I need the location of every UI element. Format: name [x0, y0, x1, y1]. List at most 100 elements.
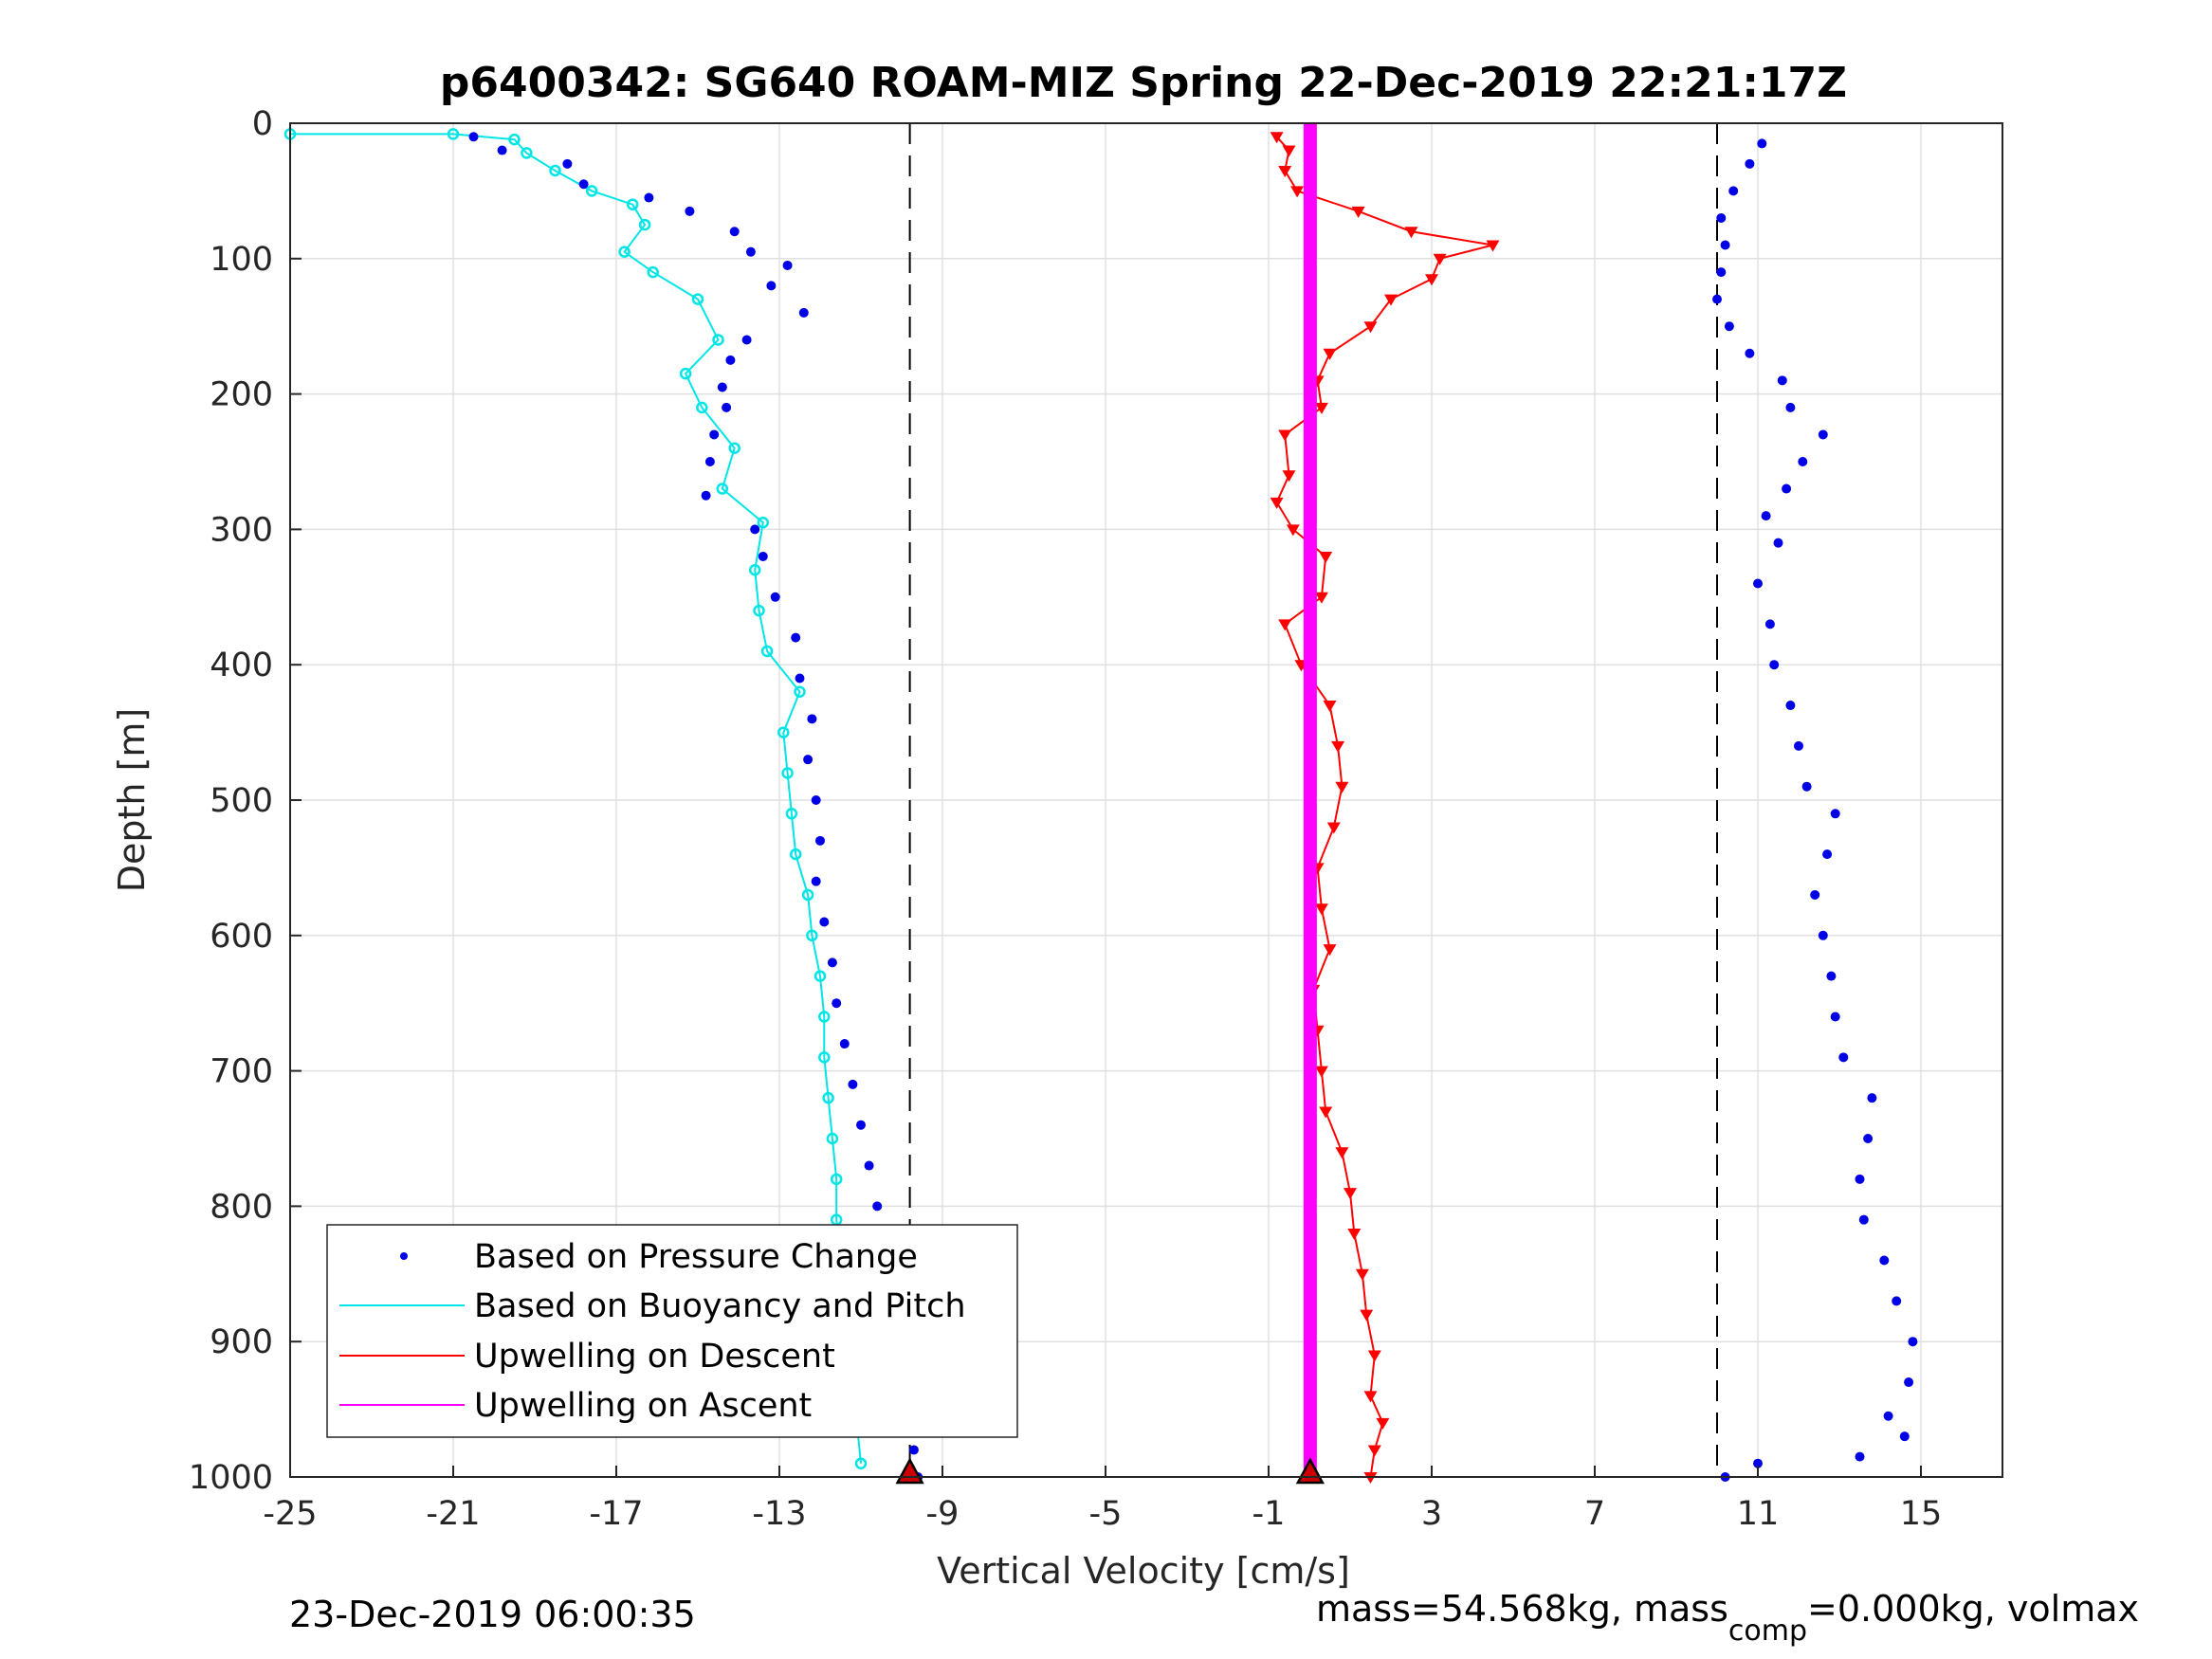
pressure-point [819, 917, 830, 927]
pressure-point [811, 876, 821, 886]
pressure-point [578, 179, 589, 190]
apogee-marker [895, 1457, 924, 1485]
descent-upwelling-point [1282, 145, 1296, 157]
pressure-point [1879, 1255, 1890, 1266]
pressure-point [701, 490, 711, 501]
legend-item-buoyancy: Based on Buoyancy and Pitch [339, 1287, 966, 1325]
pressure-point [725, 355, 736, 365]
y-tick-label: 400 [210, 647, 273, 684]
footer-mass-sub: comp [1728, 1614, 1807, 1648]
buoyancy-point [696, 401, 708, 414]
descent-upwelling-point [1363, 1391, 1378, 1403]
legend-item-ascent: Upwelling on Ascent [339, 1387, 812, 1425]
legend-label-buoyancy: Based on Buoyancy and Pitch [474, 1287, 966, 1325]
buoyancy-point [549, 164, 561, 177]
footer-timestamp: 23-Dec-2019 06:00:35 [289, 1594, 696, 1635]
pressure-point [798, 307, 809, 318]
pressure-point [750, 524, 760, 535]
footer-mass-prefix: mass=54.568kg, mass [1316, 1588, 1728, 1630]
descent-upwelling-point [1278, 619, 1292, 631]
buoyancy-point [760, 645, 774, 658]
buoyancy-line [290, 133, 862, 1464]
pressure-point [856, 1120, 866, 1130]
pressure-point [811, 795, 821, 805]
legend: Based on Pressure Change Based on Buoyan… [326, 1224, 1018, 1438]
pressure-point [807, 714, 817, 724]
pressure-point [1830, 809, 1840, 819]
buoyancy-point [789, 848, 802, 861]
x-tick-label: 15 [1900, 1495, 1943, 1533]
pressure-point [1830, 1012, 1840, 1022]
descent-upwelling-point [1314, 402, 1328, 414]
pressure-point [803, 755, 814, 765]
pressure-point [1785, 701, 1796, 711]
y-tick-label: 100 [210, 241, 273, 279]
y-tick-label: 1000 [189, 1459, 273, 1497]
pressure-point [741, 335, 752, 345]
buoyancy-point [638, 218, 651, 231]
pressure-point [864, 1160, 874, 1171]
pressure-point [839, 1039, 850, 1049]
pressure-point [1826, 971, 1837, 981]
pressure-point [729, 227, 740, 237]
descent-upwelling-point [1323, 701, 1337, 713]
pressure-point [770, 592, 780, 602]
descent-upwelling-point [1314, 1066, 1328, 1078]
pressure-point [1810, 889, 1820, 900]
pressure-point [1753, 578, 1763, 589]
buoyancy-point [618, 246, 631, 258]
x-tick-label: -17 [589, 1495, 643, 1533]
pressure-point [1728, 186, 1739, 196]
descent-upwelling-point [1270, 497, 1284, 509]
buoyancy-point [647, 265, 659, 279]
pressure-point [791, 632, 801, 643]
pressure-point [1764, 619, 1775, 629]
buoyancy-point [757, 517, 770, 529]
buoyancy-point [822, 1091, 834, 1104]
buoyancy-point [716, 483, 729, 495]
descent-upwelling-point [1326, 822, 1341, 834]
pressure-point [1822, 849, 1833, 860]
x-axis: -25 -21 -17 -13 -9 -5 -1 3 7 11 15 [263, 1466, 1942, 1533]
y-tick-label: 900 [210, 1323, 273, 1361]
descent-upwelling-point [1486, 240, 1500, 252]
buoyancy-point [781, 767, 794, 779]
buoyancy-point [521, 147, 533, 159]
pressure-point [1785, 402, 1796, 412]
pressure-point [685, 206, 695, 216]
y-tick-label: 300 [210, 511, 273, 549]
y-tick-label: 600 [210, 918, 273, 956]
descent-upwelling-point [1347, 1228, 1362, 1240]
descent-upwelling-point [1278, 165, 1292, 177]
buoyancy-point [447, 128, 460, 140]
descent-upwelling-point [1319, 551, 1333, 563]
legend-label-pressure: Based on Pressure Change [474, 1238, 918, 1276]
x-tick-label: -5 [1089, 1495, 1123, 1533]
legend-item-descent: Upwelling on Descent [339, 1338, 835, 1376]
buoyancy-point [801, 888, 814, 902]
pressure-point [1892, 1296, 1902, 1306]
pressure-point [848, 1079, 858, 1089]
descent-upwelling-point [1323, 944, 1337, 957]
pressure-point [1769, 660, 1780, 670]
descent-upwelling-point [1290, 186, 1305, 198]
descent-upwelling-point [1367, 1350, 1381, 1362]
y-tick-label: 0 [252, 105, 273, 143]
descent-upwelling-point [1363, 321, 1378, 334]
descent-upwelling-point [1286, 524, 1300, 537]
buoyancy-point [818, 1011, 831, 1023]
legend-label-descent: Upwelling on Descent [474, 1338, 835, 1376]
y-tick-label: 500 [210, 782, 273, 820]
pressure-point [766, 281, 777, 291]
buoyancy-point [712, 334, 724, 346]
descent-upwelling-point [1278, 429, 1292, 442]
y-axis-label: Depth [m] [111, 708, 153, 893]
pressure-point [1794, 740, 1803, 751]
pressure-point [758, 551, 768, 561]
x-tick-label: -9 [926, 1495, 960, 1533]
pressure-point [1757, 138, 1767, 149]
pressure-point [1773, 538, 1783, 548]
x-axis-label: Vertical Velocity [cm/s] [937, 1550, 1350, 1592]
descent-upwelling-point [1335, 1147, 1349, 1159]
pressure-point [1712, 294, 1722, 304]
